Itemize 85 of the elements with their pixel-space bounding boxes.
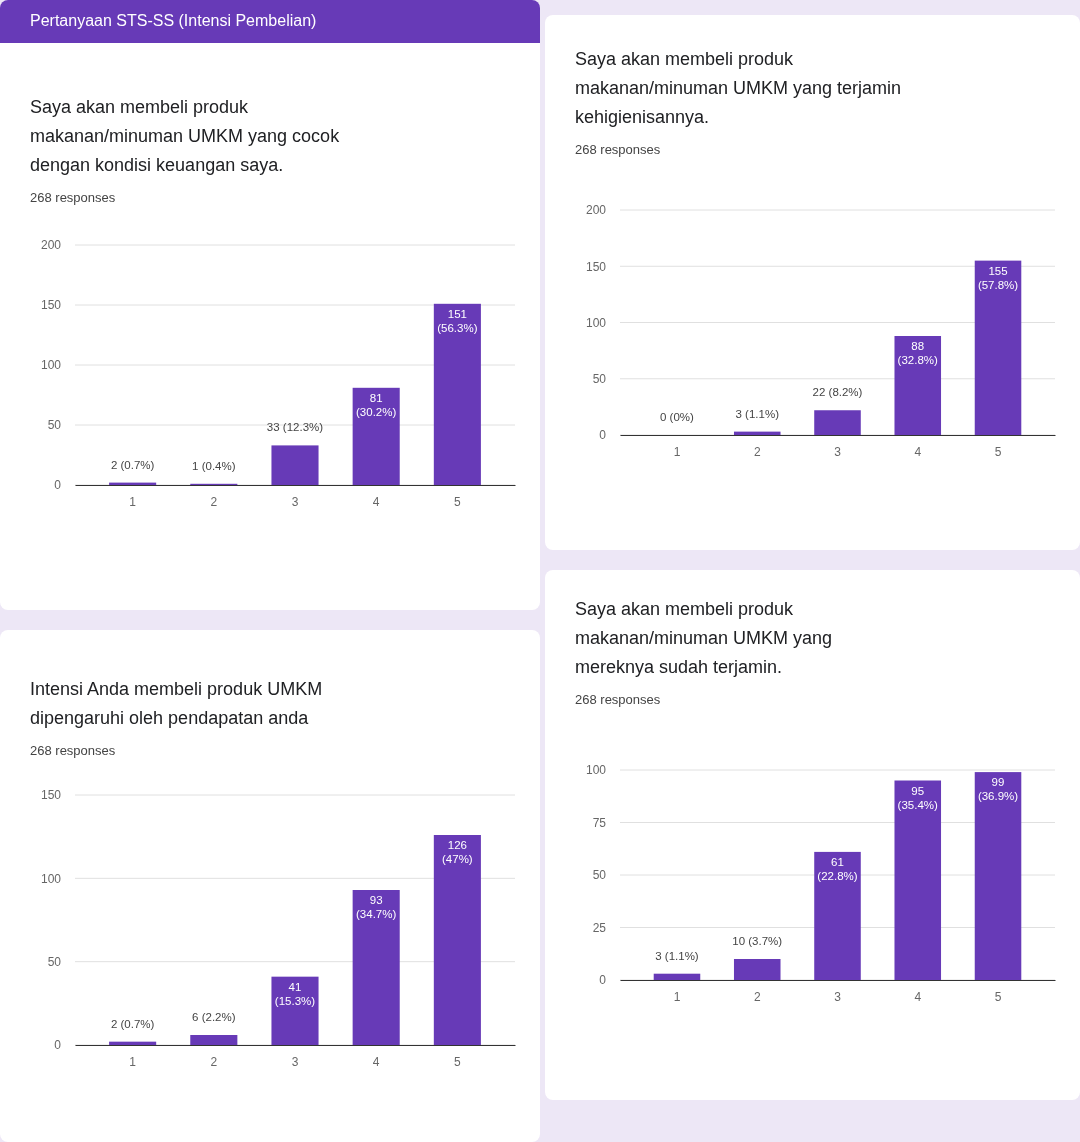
bar [974,260,1022,435]
chart-title: Saya akan membeli produk makanan/minuman UMKM yang terjamin kehigienisannya. [574,48,903,129]
bar [733,959,781,980]
bar [352,387,400,485]
bar [733,431,781,435]
y-tick-label: 100 [40,358,62,373]
x-tick-label: 2 [210,494,218,509]
data-label: 41 (15.3%) [274,980,316,1007]
x-tick-label: 4 [914,989,922,1004]
bar [653,973,701,980]
chart-title: Intensi Anda membeli produk UMKM dipengaruhi oleh pendapatan anda [29,678,324,730]
data-label: 61 (22.8%) [817,855,858,882]
data-label: 3 (1.1%) [735,407,780,420]
data-label: 95 (35.4%) [897,784,939,811]
x-tick-label: 5 [994,989,1002,1004]
data-label: 126 (47%) [442,839,473,865]
y-tick-label: 0 [599,973,607,988]
x-tick-label: 3 [834,989,842,1004]
x-tick-label: 1 [673,989,681,1004]
data-label: 0 (0%) [660,411,695,423]
chart-subtitle: 268 responses [29,189,117,205]
bar [814,410,861,435]
x-tick-label: 1 [673,444,681,459]
x-tick-label: 4 [914,444,922,459]
text: Pertanyaan STS-SS (Intensi Pembelian) [0,0,540,43]
y-tick-label: 0 [54,478,62,493]
data-label: 81 (30.2%) [356,391,397,418]
x-tick-label: 2 [210,1054,218,1069]
y-tick-label: 200 [40,238,62,253]
y-tick-label: 50 [592,868,607,883]
chart-subtitle: 268 responses [29,742,117,758]
x-tick-label: 2 [753,989,761,1004]
y-tick-label: 150 [585,259,607,274]
y-tick-label: 150 [40,298,62,313]
chart-subtitle: 268 responses [574,691,662,707]
chart-subtitle: 268 responses [574,141,662,157]
y-tick-label: 0 [599,428,607,443]
chart-title: Saya akan membeli produk makanan/minuman UMKM yang mereknya sudah terjamin. [574,598,834,679]
x-tick-label: 5 [454,1054,462,1069]
data-label: 2 (0.7%) [110,1017,155,1030]
bar [271,445,319,485]
data-label: 10 (3.7%) [732,935,783,947]
x-tick-label: 2 [753,444,761,459]
data-label: 3 (1.1%) [655,949,699,962]
x-tick-label: 4 [372,1054,380,1069]
data-label: 1 (0.4%) [192,459,236,472]
data-label: 151 (56.3%) [437,307,478,334]
x-tick-label: 5 [454,494,462,509]
chart-title: Saya akan membeli produk makanan/minuman UMKM yang cocok dengan kondisi keuangan saya. [29,96,341,177]
bar [433,303,481,485]
x-tick-label: 3 [834,444,842,459]
data-label: 155 (57.8%) [977,264,1019,291]
x-tick-label: 1 [129,1054,137,1069]
y-tick-label: 100 [40,871,62,886]
y-tick-label: 75 [592,815,607,830]
x-tick-label: 5 [994,444,1002,459]
bar [271,976,319,1045]
bar [433,835,481,1045]
data-label: 6 (2.2%) [192,1011,236,1023]
y-tick-label: 50 [592,372,607,387]
bar [109,1041,157,1045]
bar [894,336,942,435]
data-label: 2 (0.7%) [110,458,155,471]
bar [190,1035,238,1045]
bar [814,851,861,980]
y-tick-label: 100 [585,315,607,330]
bar [894,780,942,980]
x-tick-label: 3 [291,494,299,509]
data-label: 88 (32.8%) [897,340,939,366]
bar [974,772,1022,980]
y-tick-label: 100 [585,763,607,778]
y-tick-label: 0 [54,1038,62,1053]
y-tick-label: 50 [47,418,62,433]
data-label: 93 (34.7%) [356,894,397,920]
data-label: 99 (36.9%) [977,776,1019,803]
x-tick-label: 3 [291,1054,299,1069]
y-tick-label: 50 [47,955,62,970]
x-tick-label: 1 [129,494,137,509]
y-tick-label: 25 [592,920,607,935]
x-tick-label: 4 [372,494,380,509]
y-tick-label: 150 [40,788,62,803]
data-label: 22 (8.2%) [812,386,863,399]
y-tick-label: 200 [585,203,607,218]
data-label: 33 (12.3%) [266,421,324,434]
bar [352,890,400,1045]
